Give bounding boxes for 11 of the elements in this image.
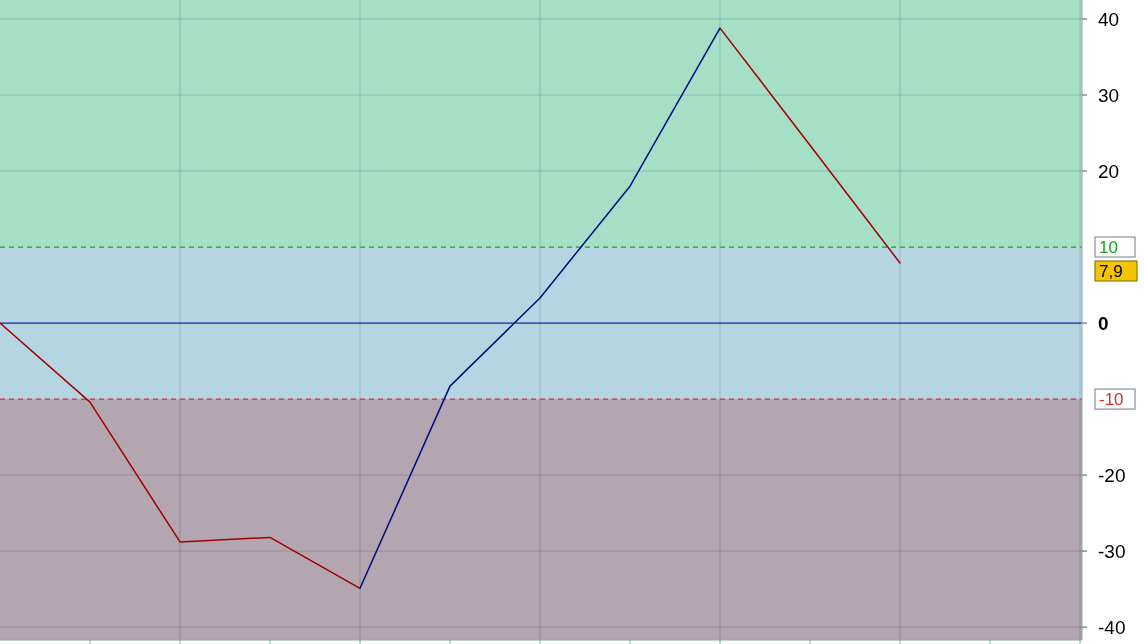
text: 7,9: [1099, 261, 1123, 281]
y-tick-label: -20: [1098, 464, 1126, 486]
y-tick-label: 0: [1098, 312, 1109, 334]
ref-line-label: -10: [1099, 390, 1124, 409]
line-series: [0, 27, 901, 590]
y-tick-label: -40: [1098, 616, 1126, 638]
ref-line-label: 10: [1099, 237, 1118, 257]
y-tick-label: -30: [1098, 540, 1126, 562]
y-tick-label: 30: [1098, 84, 1120, 106]
y-tick-label: 20: [1098, 160, 1120, 182]
y-tick-label: 40: [1098, 8, 1120, 30]
